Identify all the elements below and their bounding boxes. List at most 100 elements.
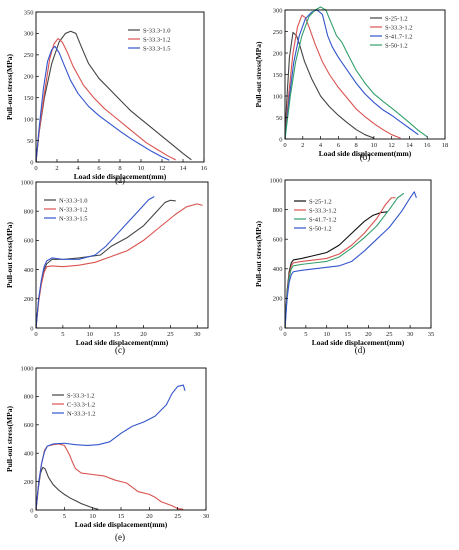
x-tick-label: 14 — [180, 165, 187, 172]
y-tick-label: 400 — [24, 451, 34, 458]
panel-caption: (e) — [115, 532, 125, 542]
x-tick-label: 2 — [301, 142, 304, 149]
x-tick-label: 8 — [354, 142, 357, 149]
series-line-N-33.3-1.2 — [35, 384, 186, 511]
panel-caption: (c) — [115, 345, 125, 355]
x-tick-label: 5 — [61, 331, 64, 338]
plot-frame — [284, 179, 432, 329]
y-tick-label: 200 — [24, 74, 34, 81]
legend-label: S-33.3-1.2 — [67, 392, 94, 399]
series-line-S-41.7-1.2 — [284, 9, 419, 140]
x-tick-label: 12 — [388, 142, 395, 149]
x-tick-label: 10 — [323, 331, 330, 338]
series-line-S-33.3-1.2 — [284, 14, 401, 140]
series-line-N-33.3-1.5 — [35, 196, 155, 329]
legend-label: N-33.3-1.2 — [67, 410, 96, 417]
x-tick-label: 8 — [118, 165, 121, 172]
legend-label: S-33.3-1.2 — [385, 24, 412, 31]
series-line-S-33.3-1.2 — [284, 197, 396, 329]
series-line-S-25-1.2 — [284, 211, 388, 329]
x-tick-label: 20 — [140, 331, 147, 338]
x-tick-label: 35 — [428, 331, 435, 338]
panel-caption: (a) — [115, 175, 125, 185]
x-tick-label: 12 — [159, 165, 166, 172]
legend: S-33.3-1.0 S-33.3-1.2 S-33.3-1.5 — [128, 27, 170, 52]
x-axis-label: Load side displacement(mm) — [319, 149, 412, 158]
legend-label: S-50-1.2 — [309, 225, 332, 232]
x-axis-label: Load side displacement(mm) — [312, 338, 405, 347]
y-tick-label: 300 — [24, 31, 34, 38]
y-tick-label: 800 — [24, 394, 34, 401]
x-tick-label: 0 — [283, 142, 286, 149]
x-tick-label: 16 — [201, 165, 208, 172]
x-tick-label: 10 — [371, 142, 378, 149]
x-tick-label: 25 — [167, 331, 174, 338]
x-tick-label: 16 — [424, 142, 431, 149]
x-tick-label: 25 — [386, 331, 393, 338]
y-tick-label: 100 — [24, 116, 34, 123]
series-line-S-33.3-1.0 — [35, 30, 192, 163]
y-tick-label: 400 — [273, 266, 283, 273]
y-tick-label: 150 — [24, 95, 34, 102]
y-axis-label: Pull-out stress(MPa) — [5, 54, 14, 120]
x-tick-label: 15 — [118, 513, 125, 520]
x-tick-label: 15 — [344, 331, 351, 338]
series-line-C-33.3-1.2 — [35, 443, 184, 511]
series-line-S-41.7-1.2 — [284, 192, 405, 329]
y-tick-label: 200 — [273, 50, 283, 57]
y-axis-label: Pull-out stress(MPa) — [254, 221, 263, 287]
y-tick-label: 800 — [273, 207, 283, 214]
x-tick-label: 0 — [34, 513, 37, 520]
plot-frame — [284, 9, 446, 140]
legend-label: S-33.3-1.2 — [309, 207, 336, 214]
legend-label: S-41.7-1.2 — [385, 33, 412, 40]
x-axis-label: Load side displacement(mm) — [74, 172, 167, 181]
series-line-S-33.3-1.2 — [35, 38, 176, 163]
x-tick-label: 10 — [87, 331, 94, 338]
y-tick-label: 0 — [279, 325, 282, 332]
legend: S-25-1.2 S-33.3-1.2 S-41.7-1.2 S-50-1.2 — [294, 198, 336, 232]
y-tick-label: 1000 — [270, 177, 283, 184]
series-line-N-33.3-1.0 — [35, 199, 176, 329]
y-tick-label: 800 — [24, 209, 34, 216]
x-tick-label: 6 — [337, 142, 341, 149]
x-tick-label: 10 — [89, 513, 96, 520]
x-tick-label: 2 — [55, 165, 58, 172]
x-tick-label: 5 — [304, 331, 307, 338]
x-tick-label: 5 — [63, 513, 66, 520]
panel-caption: (b) — [360, 152, 371, 162]
x-tick-label: 18 — [442, 142, 449, 149]
legend-label: S-25-1.2 — [385, 15, 408, 22]
series-line-S-50-1.2 — [284, 6, 428, 140]
y-tick-label: 350 — [24, 9, 34, 16]
panel-a: 0 2 4 6 8 10 12 14 16 0 50 100 150 200 250 300 350 Load s… — [5, 9, 208, 185]
legend: S-33.3-1.2 C-33.3-1.2 N-33.3-1.2 — [52, 392, 96, 417]
x-tick-label: 30 — [407, 331, 414, 338]
y-tick-label: 200 — [24, 479, 34, 486]
y-tick-label: 150 — [273, 72, 283, 79]
series-line-S-33.3-1.2 — [35, 466, 99, 511]
x-tick-label: 30 — [203, 513, 210, 520]
x-tick-label: 0 — [34, 165, 37, 172]
y-tick-label: 200 — [273, 296, 283, 303]
plot-frame — [35, 11, 205, 163]
y-axis-label: Pull-out stress(MPa) — [5, 406, 14, 472]
y-tick-label: 50 — [276, 115, 283, 122]
x-tick-label: 10 — [138, 165, 145, 172]
x-axis-label: Load side displacement(mm) — [76, 338, 169, 347]
legend-label: N-33.3-1.0 — [59, 197, 88, 204]
plot-frame — [35, 181, 209, 329]
y-tick-label: 600 — [24, 422, 34, 429]
y-tick-label: 250 — [24, 52, 34, 59]
panel-caption: (d) — [355, 345, 366, 355]
legend-label: S-50-1.2 — [385, 42, 408, 49]
legend: N-33.3-1.0 N-33.3-1.2 N-33.3-1.5 — [44, 197, 88, 222]
x-tick-label: 6 — [97, 165, 101, 172]
panel-d: 0 5 10 15 20 25 30 35 0 200 400 600 800 1000 Load side… — [254, 177, 434, 355]
x-axis-label: Load side displacement(mm) — [75, 520, 168, 529]
y-tick-label: 250 — [273, 29, 283, 36]
series-line-S-25-1.2 — [284, 31, 375, 140]
legend-label: S-41.7-1.2 — [309, 216, 336, 223]
x-tick-label: 15 — [113, 331, 120, 338]
y-tick-label: 1000 — [21, 365, 34, 372]
